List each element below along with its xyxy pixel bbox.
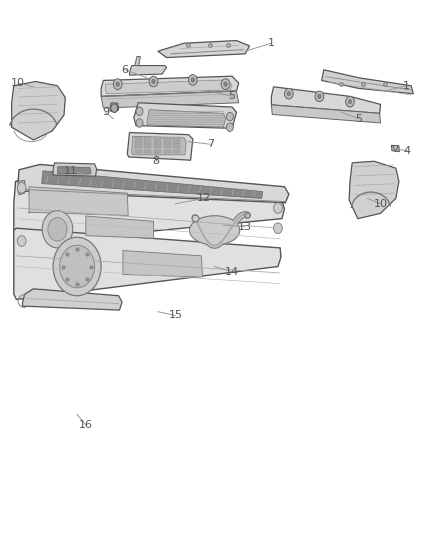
Text: 1: 1: [268, 38, 275, 48]
Bar: [145, 146, 151, 149]
Polygon shape: [53, 163, 97, 176]
Bar: [154, 146, 161, 149]
Polygon shape: [392, 146, 399, 152]
Circle shape: [348, 100, 352, 104]
Bar: [145, 150, 151, 153]
Circle shape: [315, 91, 324, 102]
Circle shape: [53, 237, 101, 296]
Polygon shape: [272, 105, 381, 123]
Polygon shape: [321, 70, 413, 94]
Text: 5: 5: [355, 114, 362, 124]
Bar: [163, 146, 170, 149]
Circle shape: [287, 92, 290, 96]
Circle shape: [285, 88, 293, 99]
Bar: [154, 150, 161, 153]
Bar: [173, 141, 180, 144]
Circle shape: [111, 104, 118, 112]
Bar: [135, 146, 142, 149]
Ellipse shape: [190, 216, 240, 245]
Polygon shape: [42, 171, 263, 198]
Circle shape: [346, 96, 354, 107]
Text: 16: 16: [79, 420, 93, 430]
Circle shape: [113, 79, 122, 90]
Circle shape: [224, 82, 227, 86]
Bar: [154, 141, 161, 144]
Circle shape: [274, 223, 283, 233]
Bar: [145, 141, 151, 144]
Polygon shape: [106, 80, 232, 94]
Polygon shape: [127, 133, 193, 160]
Polygon shape: [29, 187, 128, 215]
Circle shape: [60, 245, 95, 288]
Text: 11: 11: [64, 166, 78, 176]
Text: 8: 8: [152, 156, 159, 166]
Polygon shape: [135, 56, 141, 66]
Text: 10: 10: [11, 78, 25, 88]
Text: 1: 1: [403, 81, 410, 91]
Circle shape: [318, 94, 321, 99]
Circle shape: [226, 123, 233, 132]
Bar: [135, 141, 142, 144]
Bar: [163, 150, 170, 153]
Circle shape: [48, 217, 67, 241]
Text: 15: 15: [168, 310, 182, 320]
Bar: [135, 137, 142, 140]
Circle shape: [136, 107, 143, 116]
Polygon shape: [57, 166, 91, 174]
Polygon shape: [18, 165, 289, 203]
Circle shape: [221, 79, 230, 90]
Polygon shape: [123, 251, 202, 277]
Polygon shape: [110, 103, 119, 112]
Text: 4: 4: [403, 146, 410, 156]
Text: 6: 6: [122, 65, 129, 75]
Text: 14: 14: [225, 267, 239, 277]
Circle shape: [136, 119, 143, 127]
Bar: [173, 137, 180, 140]
Polygon shape: [22, 289, 122, 310]
Polygon shape: [132, 136, 186, 155]
Circle shape: [116, 82, 120, 86]
Circle shape: [149, 76, 158, 87]
Text: 9: 9: [102, 107, 109, 117]
Bar: [163, 137, 170, 140]
Circle shape: [274, 203, 283, 213]
Polygon shape: [147, 110, 226, 127]
Circle shape: [17, 236, 26, 246]
Text: 10: 10: [374, 199, 388, 209]
Polygon shape: [101, 91, 239, 108]
Polygon shape: [130, 66, 166, 75]
Bar: [173, 150, 180, 153]
Text: 13: 13: [238, 222, 252, 232]
Polygon shape: [134, 103, 237, 128]
Polygon shape: [101, 76, 239, 96]
Text: 7: 7: [207, 139, 214, 149]
Bar: [173, 146, 180, 149]
Circle shape: [42, 211, 73, 248]
Circle shape: [226, 112, 233, 121]
Bar: [163, 141, 170, 144]
Polygon shape: [14, 180, 285, 244]
Bar: [145, 137, 151, 140]
Polygon shape: [18, 180, 25, 195]
Bar: [154, 137, 161, 140]
Circle shape: [17, 182, 26, 193]
Circle shape: [188, 75, 197, 85]
Circle shape: [191, 78, 194, 82]
Text: 12: 12: [197, 193, 211, 204]
Polygon shape: [12, 82, 65, 140]
Polygon shape: [158, 41, 250, 58]
Circle shape: [152, 79, 155, 84]
Polygon shape: [86, 216, 153, 238]
Bar: [135, 150, 142, 153]
Text: 5: 5: [229, 91, 236, 101]
Polygon shape: [272, 87, 381, 114]
Polygon shape: [349, 161, 399, 219]
Polygon shape: [14, 228, 281, 300]
